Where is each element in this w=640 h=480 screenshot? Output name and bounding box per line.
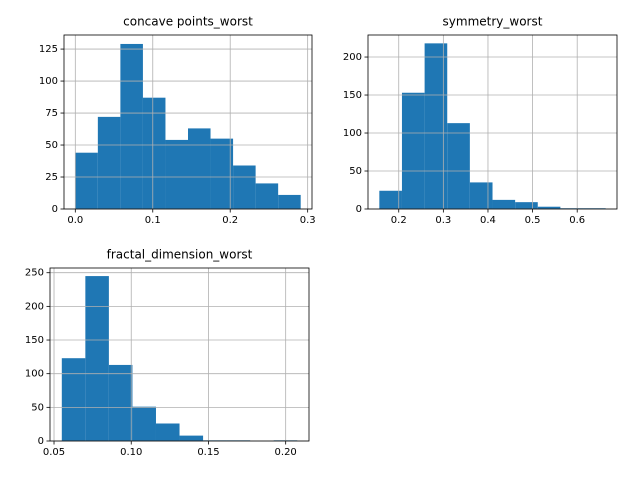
x-tick-label: 0.10: [120, 447, 142, 458]
bar: [85, 276, 109, 441]
y-tick-label: 100: [343, 128, 362, 139]
bar: [155, 423, 180, 441]
bar: [108, 364, 133, 441]
y-tick-label: 50: [31, 402, 44, 413]
y-tick-label: 0: [356, 204, 362, 215]
y-tick-label: 100: [25, 369, 44, 380]
y-tick-label: 100: [39, 76, 58, 87]
bar: [515, 202, 538, 209]
bar: [142, 97, 166, 209]
bar: [120, 43, 143, 209]
axes-frame: [63, 34, 313, 210]
subplot-title: symmetry_worst: [443, 15, 543, 29]
axes-frame: [367, 34, 618, 210]
bar: [255, 183, 279, 209]
subplot: 0.0 0.1 0.2 0.3 0 25 50 75 100 125 concave points_…: [39, 15, 316, 227]
y-tick-label: 0: [38, 436, 44, 447]
x-tick-label: 0.4: [480, 215, 496, 226]
bar: [61, 358, 86, 441]
subplot: 0.05 0.10 0.15 0.20 0 50 100 150 200 250 fractal_d…: [25, 248, 310, 458]
bar: [132, 406, 156, 441]
subplot-title: fractal_dimension_worst: [107, 248, 253, 262]
x-tick-label: 0.3: [300, 215, 316, 226]
y-tick-label: 200: [343, 52, 362, 63]
bar: [233, 165, 256, 209]
x-tick-label: 0.1: [145, 215, 161, 226]
x-tick-label: 0.3: [435, 215, 451, 226]
bar: [210, 138, 234, 209]
bar: [188, 128, 211, 209]
y-tick-label: 0: [52, 204, 58, 215]
x-tick-label: 0.15: [197, 447, 219, 458]
bar: [424, 43, 448, 209]
y-tick-label: 200: [25, 301, 44, 312]
x-tick-label: 0.05: [43, 447, 65, 458]
x-tick-label: 0.20: [275, 447, 297, 458]
subplot-title: concave points_worst: [123, 15, 253, 29]
bar: [179, 435, 204, 441]
bar: [165, 139, 188, 209]
bar: [401, 92, 425, 209]
x-tick-label: 0.2: [222, 215, 238, 226]
y-tick-label: 50: [45, 140, 58, 151]
x-tick-label: 0.2: [391, 215, 407, 226]
bar: [537, 206, 561, 209]
x-tick-label: 0.0: [67, 215, 83, 226]
y-tick-label: 250: [25, 268, 44, 279]
axes-frame: [49, 267, 310, 442]
y-tick-label: 150: [343, 90, 362, 101]
bar: [379, 190, 402, 209]
bar: [97, 116, 121, 209]
y-tick-label: 75: [45, 108, 58, 119]
x-tick-label: 0.6: [569, 215, 585, 226]
subplot: 0.2 0.3 0.4 0.5 0.6 0 50 100 150 200 symmetry_wors…: [343, 15, 618, 226]
y-tick-label: 125: [39, 44, 58, 55]
y-tick-label: 50: [349, 166, 362, 177]
y-tick-label: 25: [45, 172, 58, 183]
bar: [469, 182, 493, 209]
bar: [492, 199, 516, 209]
bar: [75, 152, 98, 209]
bar: [447, 123, 470, 209]
y-tick-label: 150: [25, 335, 44, 346]
x-tick-label: 0.5: [525, 215, 541, 226]
bar: [278, 194, 301, 209]
